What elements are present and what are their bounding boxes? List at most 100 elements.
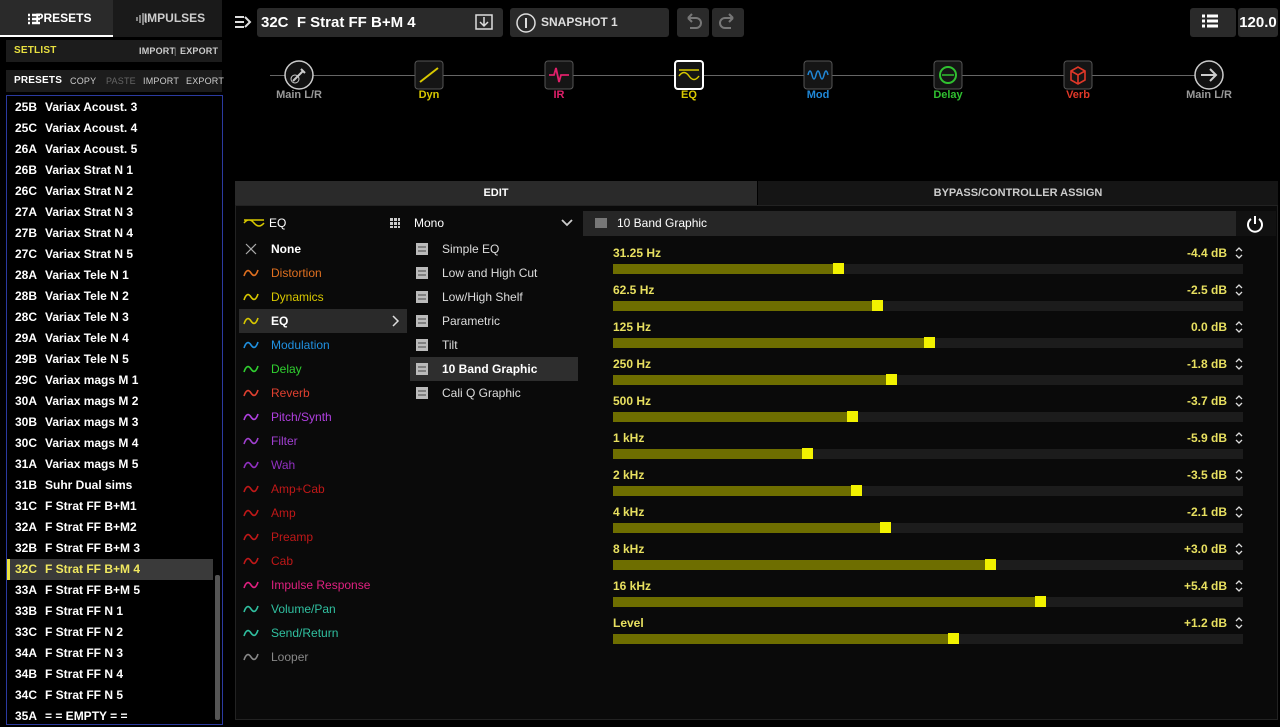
preset-slot[interactable]: 29C	[15, 373, 38, 387]
preset-name[interactable]: F Strat FF N 2	[45, 625, 124, 639]
category-item[interactable]: Impulse Response	[271, 578, 371, 592]
preset-slot[interactable]: 31B	[15, 478, 38, 492]
chain-label[interactable]: Main L/R	[276, 89, 322, 101]
preset-name[interactable]: Variax mags M 3	[45, 415, 139, 429]
setlist-import[interactable]: IMPORT	[139, 46, 176, 56]
snapshot-box[interactable]	[510, 8, 669, 37]
param-value[interactable]: +3.0 dB	[1183, 542, 1227, 556]
category-item[interactable]: EQ	[271, 314, 289, 328]
preset-slot[interactable]: 32A	[15, 520, 38, 534]
slider-track[interactable]	[613, 449, 1243, 459]
preset-slot[interactable]: 35A	[15, 709, 38, 723]
preset-slot[interactable]: 27B	[15, 226, 38, 240]
slider-handle[interactable]	[851, 485, 862, 496]
bypass-tab-bg[interactable]	[758, 181, 1278, 205]
model-item[interactable]: Low/High Shelf	[442, 290, 523, 304]
preset-slot[interactable]: 33B	[15, 604, 38, 618]
category-item[interactable]: None	[271, 242, 301, 256]
model-selected-bg[interactable]	[410, 357, 578, 381]
slider-handle[interactable]	[985, 559, 996, 570]
slider-handle[interactable]	[924, 337, 935, 348]
preset-name[interactable]: Variax mags M 4	[45, 436, 139, 450]
chain-block[interactable]	[674, 60, 704, 90]
preset-slot[interactable]: 34A	[15, 646, 38, 660]
model-item[interactable]: Cali Q Graphic	[442, 386, 521, 400]
preset-name[interactable]: 32C F Strat FF B+M 4	[261, 14, 416, 31]
model-item[interactable]: 10 Band Graphic	[442, 362, 538, 376]
category-selected-bg[interactable]	[239, 309, 407, 333]
preset-name[interactable]: F Strat FF B+M 5	[45, 583, 141, 597]
preset-name[interactable]: Variax Tele N 1	[45, 268, 129, 282]
category-item[interactable]: Amp	[271, 506, 296, 520]
preset-slot[interactable]: 31A	[15, 457, 38, 471]
preset-slot[interactable]: 28C	[15, 310, 38, 324]
presets-tab-bg[interactable]	[0, 0, 113, 37]
preset-name[interactable]: Suhr Dual sims	[45, 478, 133, 492]
chain-block[interactable]	[1063, 60, 1093, 90]
model-item[interactable]: Simple EQ	[442, 242, 500, 256]
preset-name[interactable]: Variax mags M 2	[45, 394, 139, 408]
chain-block[interactable]	[284, 60, 314, 90]
preset-name[interactable]: Variax Strat N 4	[45, 226, 134, 240]
preset-slot[interactable]: 30A	[15, 394, 38, 408]
chain-label[interactable]: Verb	[1066, 89, 1090, 101]
preset-slot[interactable]: 28A	[15, 268, 38, 282]
preset-slot[interactable]: 26C	[15, 184, 38, 198]
preset-name[interactable]: F Strat FF B+M2	[45, 520, 137, 534]
chain-block[interactable]	[1194, 60, 1224, 90]
preset-slot[interactable]: 26A	[15, 142, 38, 156]
model-item[interactable]: Low and High Cut	[442, 266, 538, 280]
preset-slot[interactable]: 27C	[15, 247, 38, 261]
slider-handle[interactable]	[872, 300, 883, 311]
slider-track[interactable]	[613, 486, 1243, 496]
preset-name[interactable]: Variax Tele N 2	[45, 289, 129, 303]
scrollbar[interactable]	[215, 575, 220, 720]
slider-track[interactable]	[613, 523, 1243, 533]
preset-name[interactable]: F Strat FF B+M 3	[45, 541, 141, 555]
redo-button[interactable]	[712, 8, 744, 37]
save-icon[interactable]	[474, 13, 494, 31]
model-header[interactable]: Mono	[414, 216, 445, 230]
slider-handle[interactable]	[1035, 596, 1046, 607]
preset-slot[interactable]: 25C	[15, 121, 38, 135]
param-value[interactable]: -2.5 dB	[1186, 283, 1227, 297]
power-icon[interactable]	[1245, 214, 1265, 234]
setlist-export[interactable]: EXPORT	[180, 46, 219, 56]
tempo-box[interactable]	[1238, 8, 1278, 37]
preset-slot[interactable]: 32C	[15, 562, 38, 576]
slider-handle[interactable]	[880, 522, 891, 533]
preset-slot[interactable]: 33A	[15, 583, 38, 597]
selected-row-bg[interactable]	[7, 559, 213, 580]
slider-track[interactable]	[613, 412, 1243, 422]
chain-block[interactable]	[933, 60, 963, 90]
preset-slot[interactable]: 25B	[15, 100, 38, 114]
preset-name[interactable]: F Strat FF B+M1	[45, 499, 137, 513]
preset-name[interactable]: Variax Tele N 5	[45, 352, 129, 366]
chain-label[interactable]: EQ	[681, 89, 697, 101]
chain-label[interactable]: IR	[553, 89, 565, 101]
preset-name[interactable]: Variax Tele N 4	[45, 331, 129, 345]
menu-icon[interactable]	[234, 13, 252, 31]
slider-track[interactable]	[613, 375, 1243, 385]
slider-track[interactable]	[613, 301, 1243, 311]
param-value[interactable]: -3.7 dB	[1186, 394, 1227, 408]
category-item[interactable]: Preamp	[271, 530, 314, 544]
preset-name[interactable]: Variax Strat N 2	[45, 184, 134, 198]
preset-name[interactable]: Variax Acoust. 4	[45, 121, 138, 135]
preset-name[interactable]: F Strat FF B+M 4	[45, 562, 141, 576]
presets-export[interactable]: EXPORT	[186, 76, 225, 86]
slider-handle[interactable]	[802, 448, 813, 459]
category-item[interactable]: Delay	[271, 362, 302, 376]
preset-slot[interactable]: 29B	[15, 352, 38, 366]
category-header[interactable]: EQ	[269, 216, 287, 230]
presets-paste[interactable]: PASTE	[106, 76, 136, 86]
param-value[interactable]: -5.9 dB	[1186, 431, 1227, 445]
chain-label[interactable]: Main L/R	[1186, 89, 1232, 101]
preset-name[interactable]: F Strat FF N 3	[45, 646, 124, 660]
chain-label[interactable]: Delay	[933, 89, 963, 101]
snapshot-label[interactable]: SNAPSHOT 1	[541, 15, 618, 29]
param-value[interactable]: +5.4 dB	[1183, 579, 1227, 593]
model-item[interactable]: Parametric	[442, 314, 501, 328]
slider-handle[interactable]	[847, 411, 858, 422]
preset-slot[interactable]: 30C	[15, 436, 38, 450]
